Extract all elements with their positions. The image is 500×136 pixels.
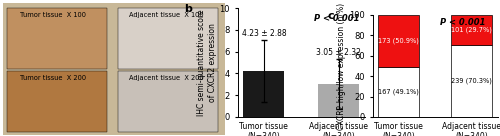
Bar [452, 45, 492, 117]
Text: 167 (49.1%): 167 (49.1%) [378, 89, 419, 95]
Text: Tumor tissue  X 200: Tumor tissue X 200 [20, 75, 86, 81]
Bar [7, 71, 107, 132]
Text: P < 0.001: P < 0.001 [314, 14, 360, 23]
Text: P < 0.001: P < 0.001 [440, 18, 485, 27]
Bar [7, 8, 107, 69]
Bar [378, 67, 418, 117]
Y-axis label: CXCR2 high/low expression (n/%): CXCR2 high/low expression (n/%) [338, 2, 346, 129]
Text: Tumor tissue  X 100: Tumor tissue X 100 [20, 12, 86, 18]
Text: b: b [184, 4, 192, 14]
Bar [118, 8, 218, 69]
Y-axis label: IHC semi-quantitative score
of CXCR2 expression: IHC semi-quantitative score of CXCR2 exp… [197, 9, 216, 116]
Bar [118, 71, 218, 132]
Text: 173 (50.9%): 173 (50.9%) [378, 38, 419, 44]
Text: 239 (70.3%): 239 (70.3%) [451, 78, 492, 84]
Bar [318, 84, 359, 117]
Bar [244, 71, 284, 117]
Text: 101 (29.7%): 101 (29.7%) [451, 27, 492, 33]
Text: Adjacent tissue  X 200: Adjacent tissue X 200 [130, 75, 204, 81]
Text: 4.23 ± 2.88: 4.23 ± 2.88 [242, 29, 286, 38]
Text: Adjacent tissue  X 100: Adjacent tissue X 100 [130, 12, 204, 18]
Text: 3.05 ± 2.32: 3.05 ± 2.32 [316, 48, 361, 57]
Bar [452, 15, 492, 45]
Bar [378, 15, 418, 67]
Text: c: c [328, 11, 334, 21]
Text: a: a [4, 0, 12, 1]
